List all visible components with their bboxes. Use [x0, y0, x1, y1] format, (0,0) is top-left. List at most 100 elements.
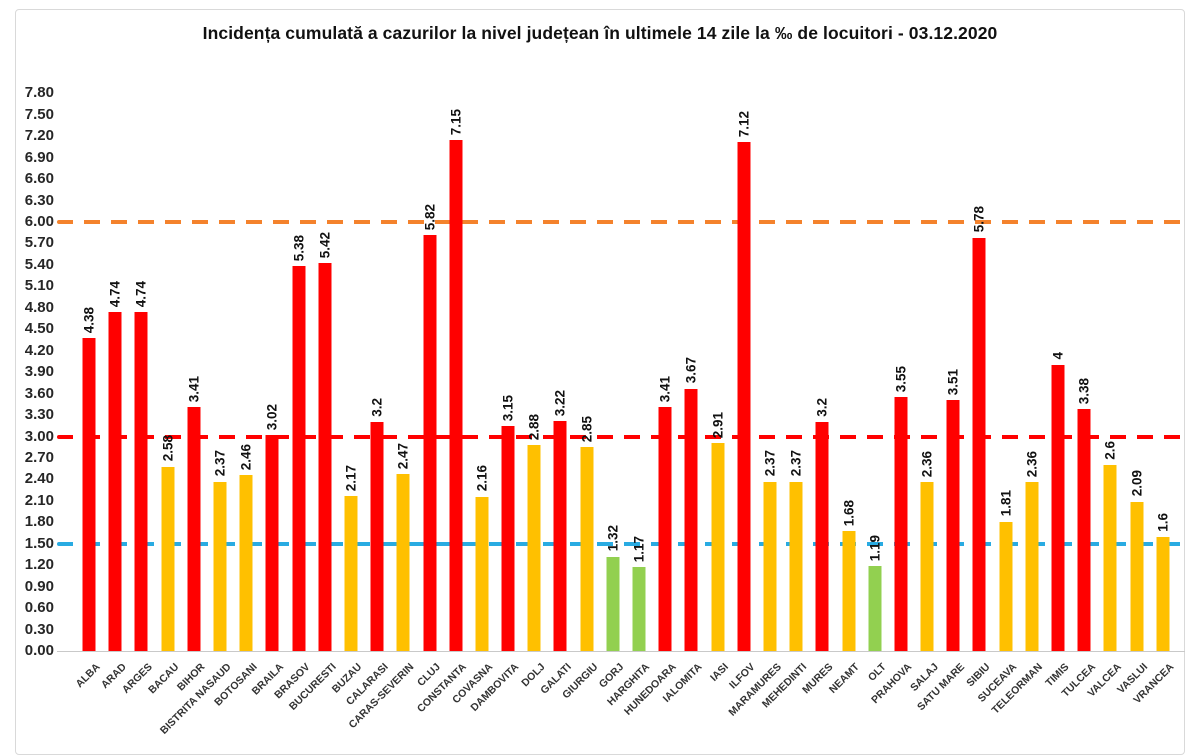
bar-value-label: 7.15	[448, 108, 464, 135]
bar-value-label: 4	[1050, 352, 1066, 360]
bar-value-label: 2.17	[343, 464, 359, 491]
bar	[423, 234, 437, 651]
y-axis-tick-label: 7.50	[24, 105, 54, 123]
bar-slot-arad: 4.74 ARAD	[99, 93, 129, 691]
y-axis-tick-label: 3.00	[24, 427, 54, 445]
bar-value-label: 5.82	[422, 203, 438, 230]
y-axis-tick-label: 5.70	[24, 234, 54, 252]
y-axis-tick-label: 0.00	[24, 642, 54, 659]
bar	[972, 237, 986, 651]
bar	[1077, 409, 1091, 651]
bar-slot-dambovita: 3.15 DAMBOVITA	[469, 93, 522, 714]
bar-value-label: 3.22	[552, 389, 568, 416]
y-axis-tick-label: 1.20	[24, 556, 54, 574]
y-axis-tick-label: 5.10	[24, 277, 54, 295]
bar	[1130, 501, 1144, 651]
bar-value-label: 4.38	[81, 306, 97, 333]
y-axis-tick-label: 6.30	[24, 191, 54, 209]
bar	[318, 263, 332, 651]
bar	[396, 474, 410, 651]
y-axis-tick-label: 7.20	[24, 127, 54, 145]
bar-value-label: 1.19	[867, 534, 883, 561]
bar-slot-vrancea: 1.6 VRANCEA	[1131, 93, 1176, 706]
y-axis-tick-label: 6.60	[24, 170, 54, 188]
bar-slot-bihor: 3.41 BIHOR	[175, 93, 207, 694]
bar-value-label: 2.47	[395, 443, 411, 470]
bar	[527, 445, 541, 651]
bar-slot-iasi: 2.91 IASI	[705, 93, 731, 684]
bar-slot-mures: 3.2 MURES	[801, 93, 836, 696]
bar-slot-alba: 4.38 ALBA	[73, 93, 102, 691]
y-axis-tick-label: 2.10	[24, 491, 54, 509]
y-axis-tick-label: 5.40	[24, 255, 54, 273]
bar-slot-arges: 4.74 ARGES	[120, 93, 155, 696]
y-axis-tick-label: 1.80	[24, 513, 54, 531]
bar	[763, 481, 777, 651]
bar-slot-satu-mare: 3.51 SATU MARE	[915, 93, 967, 713]
bar	[1051, 365, 1065, 651]
bar	[239, 475, 253, 651]
bar-slot-bucuresti: 5.42 BUCURESTI	[286, 93, 338, 713]
bar-slot-neamt: 1.68 NEAMT	[827, 93, 862, 696]
bar-slot-tulcea: 3.38 TULCEA	[1059, 93, 1098, 700]
bar	[999, 521, 1013, 651]
reference-line-threshold-6	[57, 220, 1185, 224]
bar	[449, 139, 463, 651]
bar-value-label: 5.78	[971, 206, 987, 233]
bar-slot-galati: 3.22 GALATI	[538, 93, 574, 697]
y-axis-tick-label: 7.80	[24, 84, 54, 102]
bar-slot-covasna: 2.16 COVASNA	[450, 93, 495, 706]
bar-value-label: 5.42	[317, 232, 333, 259]
bar-value-label: 2.16	[474, 465, 490, 492]
bar-value-label: 1.32	[605, 525, 621, 552]
bar	[606, 556, 620, 651]
bar-value-label: 2.46	[238, 443, 254, 471]
chart-title: Incidența cumulată a cazurilor la nivel …	[202, 23, 998, 43]
y-axis-tick-label: 6.00	[24, 213, 54, 230]
bar-value-label: 1.81	[998, 490, 1014, 517]
y-axis-tick-label: 2.70	[24, 448, 54, 466]
bar	[946, 400, 960, 651]
bar-value-label: 3.67	[683, 357, 699, 384]
bar-slot-olt: 1.19 OLT	[862, 93, 888, 684]
bar	[789, 481, 803, 651]
bar-value-label: 3.38	[1076, 378, 1092, 405]
bar	[920, 482, 934, 651]
bar-slot-botosani: 2.46 BOTOSANI	[212, 93, 260, 709]
bar	[292, 266, 306, 651]
bar	[684, 388, 698, 651]
bar-slot-valcea: 2.6 VALCEA	[1085, 93, 1123, 699]
bar-slot-braila: 3.02 BRAILA	[249, 93, 286, 698]
reference-line-threshold-3	[57, 434, 1185, 439]
bar-value-label: 3.55	[893, 365, 909, 393]
bar-value-label: 1.6	[1155, 512, 1171, 532]
bar-slot-salaj: 2.36 SALAJ	[908, 93, 941, 694]
y-axis-tick-label: 1.50	[24, 534, 54, 552]
bar-slot-hunedoara: 3.41 HUNEDOARA	[622, 93, 679, 718]
bar-slot-harghita: 1.17 HARGHITA	[605, 93, 652, 708]
bar-slot-bacau: 2.58 BACAU	[146, 93, 181, 696]
bar-value-label: 3.2	[814, 398, 830, 418]
bar-value-label: 2.85	[579, 415, 595, 443]
bar-value-label: 2.58	[160, 435, 176, 462]
bar	[894, 397, 908, 651]
bar-value-label: 2.88	[526, 413, 542, 441]
bar-slot-ialomita: 3.67 IALOMITA	[661, 93, 705, 704]
bar-value-label: 3.15	[500, 394, 516, 421]
bar-plot-area: 4.38 ALBA 4.74 ARAD 4.74 ARGES 2.58 BACAU 3.41 BI…	[73, 93, 1176, 737]
bar-value-label: 1.68	[841, 499, 857, 526]
bar-slot-caras-severin: 2.47 CARAS-SEVERIN	[347, 93, 417, 731]
bar	[161, 466, 175, 651]
reference-line-threshold-1.5	[57, 541, 1185, 546]
bar-value-label: 3.51	[945, 368, 961, 396]
bar-value-label: 3.41	[657, 375, 673, 403]
bar	[344, 495, 358, 651]
bar-value-label: 3.41	[186, 375, 202, 403]
bar	[108, 312, 122, 651]
bar-slot-calarasi: 3.2 CALARASI	[344, 93, 391, 707]
y-axis-tick-label: 3.90	[24, 363, 54, 381]
x-axis-line	[57, 651, 1185, 652]
bar	[868, 565, 882, 651]
bar-value-label: 2.37	[788, 450, 804, 477]
